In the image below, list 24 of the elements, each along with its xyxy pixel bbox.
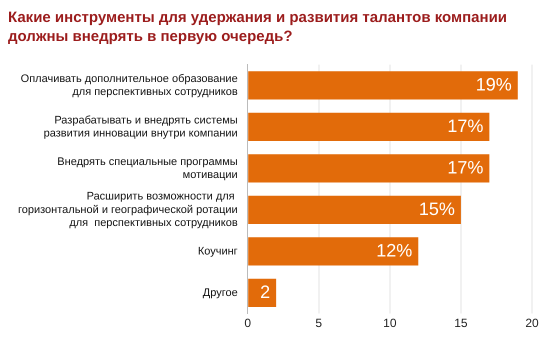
x-tick-label: 10 [383,316,397,330]
data-label: 19% [476,74,512,94]
bar [248,278,276,307]
data-label: 17% [447,116,484,136]
y-tick-label: Оплачивать дополнительное образование для перспективных сотрудников [20,72,238,98]
y-tick-label: Внедрять специальные программы мотивации [57,156,238,181]
bar [248,196,461,224]
x-tick-label: 0 [244,316,252,330]
bar [248,112,490,141]
y-tick-label: Разрабатывать и внедрять системы развития инновации внутри компании [44,114,238,140]
y-tick-label: Другое [202,286,238,299]
x-tick-label: 5 [315,316,322,330]
bar [248,154,490,182]
data-label: 2 [260,282,270,302]
data-label: 15% [418,198,455,219]
x-tick-label: 15 [454,316,468,330]
y-tick-label: Коучинг [198,245,238,258]
data-label: 12% [376,240,412,260]
bar [248,237,418,266]
chart-title: Какие инструменты для удержания и развития талантов компании должны внедрять в первую очередь? [8,8,508,46]
y-tick-label: Расширить возможности для горизонтальной и географической ротации для перспективных сотрудников [18,190,238,230]
bar [248,71,518,100]
x-tick-label: 20 [525,316,539,330]
data-label: 17% [447,157,484,178]
